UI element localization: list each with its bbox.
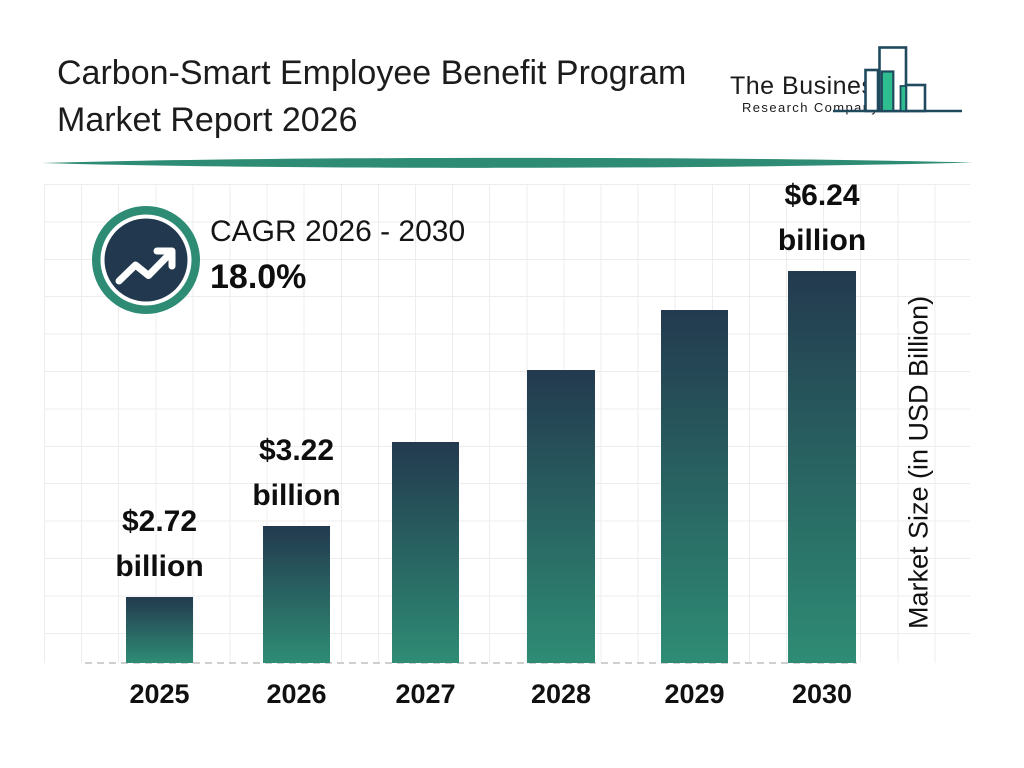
bar-group-2028: 2028 [527,184,595,709]
bar-value-line2: billion [115,550,204,583]
bar-chart-plot-area: $2.72 billion 2025 $3.22 billion 2026 20… [44,179,970,709]
bar-group-2027: 2027 [392,184,459,709]
bar-2030 [788,271,856,663]
bar-value-line2: billion [252,479,341,512]
trending-up-icon [92,206,200,314]
bar-skyline-logo-icon [833,46,962,113]
y-axis-title: Market Size (in USD Billion) [903,295,934,629]
bar-value-label: $2.72 billion [50,499,270,589]
bar-value-line2: billion [777,224,867,257]
bar-value-line1: $2.72 [121,505,198,538]
bar-group-2025: $2.72 billion 2025 [115,184,203,709]
cagr-value: 18.0% [210,258,307,296]
company-logo: The Business Research Company [712,38,982,118]
bar-value-label: $3.22 billion [187,428,407,518]
bar-group-2029: 2029 [661,184,728,709]
x-axis-label: 2028 [530,679,592,709]
bar-value-line1: $3.22 [258,434,335,467]
x-axis-label: 2025 [129,679,190,709]
bar-2029 [661,310,728,663]
page-title-line1: Carbon-Smart Employee Benefit Program [57,54,687,92]
bar-value-label: $6.24 billion [712,173,932,263]
page-title: Carbon-Smart Employee Benefit Program Ma… [57,50,717,144]
bar-2027 [392,442,459,663]
x-axis-label: 2027 [395,679,456,709]
bar-group-2026: $3.22 billion 2026 [252,184,340,709]
bar-group-2030: $6.24 billion 2030 [778,179,866,709]
cagr-callout: CAGR 2026 - 2030 18.0% [210,215,465,297]
header-divider-lens [42,157,973,168]
page-title-line2: Market Report 2026 [57,101,358,139]
bar-value-line1: $6.24 [784,179,860,212]
x-axis-label: 2026 [266,679,327,709]
x-axis-label: 2029 [664,679,725,709]
x-axis-dashed-baseline [85,662,857,664]
bar-2025 [126,597,193,663]
logo-name-text: The Business [730,72,888,100]
cagr-period-label: CAGR 2026 - 2030 [210,215,466,248]
x-axis-label: 2030 [791,679,853,709]
bar-2026 [263,526,330,663]
bar-2028 [527,370,595,663]
